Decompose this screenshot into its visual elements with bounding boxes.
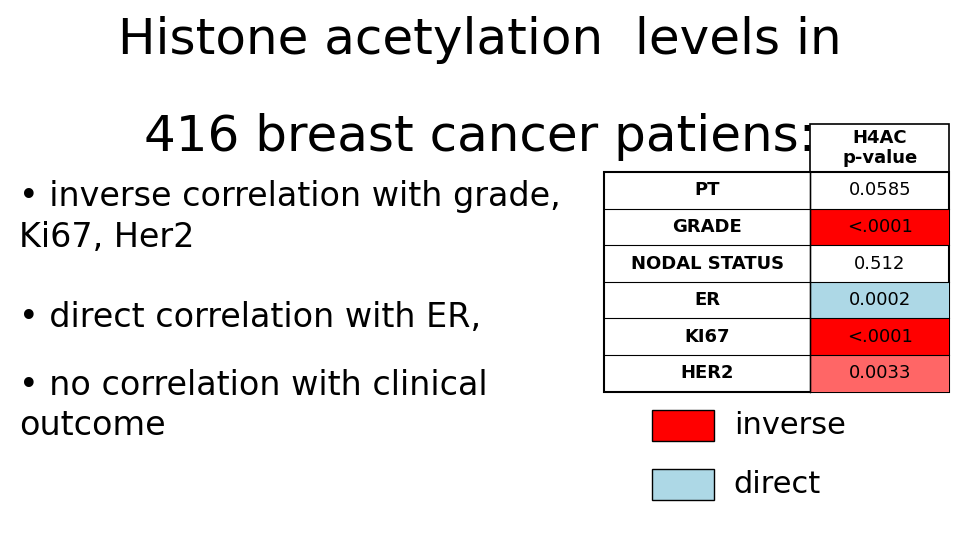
Text: GRADE: GRADE <box>672 218 742 236</box>
Text: PT: PT <box>694 181 720 200</box>
Text: • inverse correlation with grade,
Ki67, Her2: • inverse correlation with grade, Ki67, … <box>19 180 561 254</box>
Text: 416 breast cancer patiens:: 416 breast cancer patiens: <box>144 113 815 161</box>
Bar <box>652 410 714 441</box>
Bar <box>810 355 949 392</box>
Text: 0.0585: 0.0585 <box>849 181 911 200</box>
Bar <box>810 124 949 172</box>
Bar <box>652 469 714 500</box>
Text: 0.0033: 0.0033 <box>849 364 911 383</box>
Text: inverse: inverse <box>734 411 846 440</box>
Text: ER: ER <box>694 291 720 309</box>
Text: NODAL STATUS: NODAL STATUS <box>631 254 784 273</box>
Bar <box>810 282 949 318</box>
Text: Histone acetylation  levels in: Histone acetylation levels in <box>118 16 841 64</box>
Text: H4AC
p-value: H4AC p-value <box>842 129 918 167</box>
Text: 0.512: 0.512 <box>854 254 905 273</box>
Bar <box>810 209 949 245</box>
Text: KI67: KI67 <box>685 328 730 346</box>
Text: HER2: HER2 <box>681 364 734 383</box>
Text: direct: direct <box>734 470 821 499</box>
Text: <.0001: <.0001 <box>847 328 913 346</box>
Text: <.0001: <.0001 <box>847 218 913 236</box>
Text: • direct correlation with ER,: • direct correlation with ER, <box>19 301 481 334</box>
Bar <box>810 318 949 355</box>
Text: 0.0002: 0.0002 <box>849 291 911 309</box>
Bar <box>604 172 949 392</box>
Text: • no correlation with clinical
outcome: • no correlation with clinical outcome <box>19 369 488 442</box>
